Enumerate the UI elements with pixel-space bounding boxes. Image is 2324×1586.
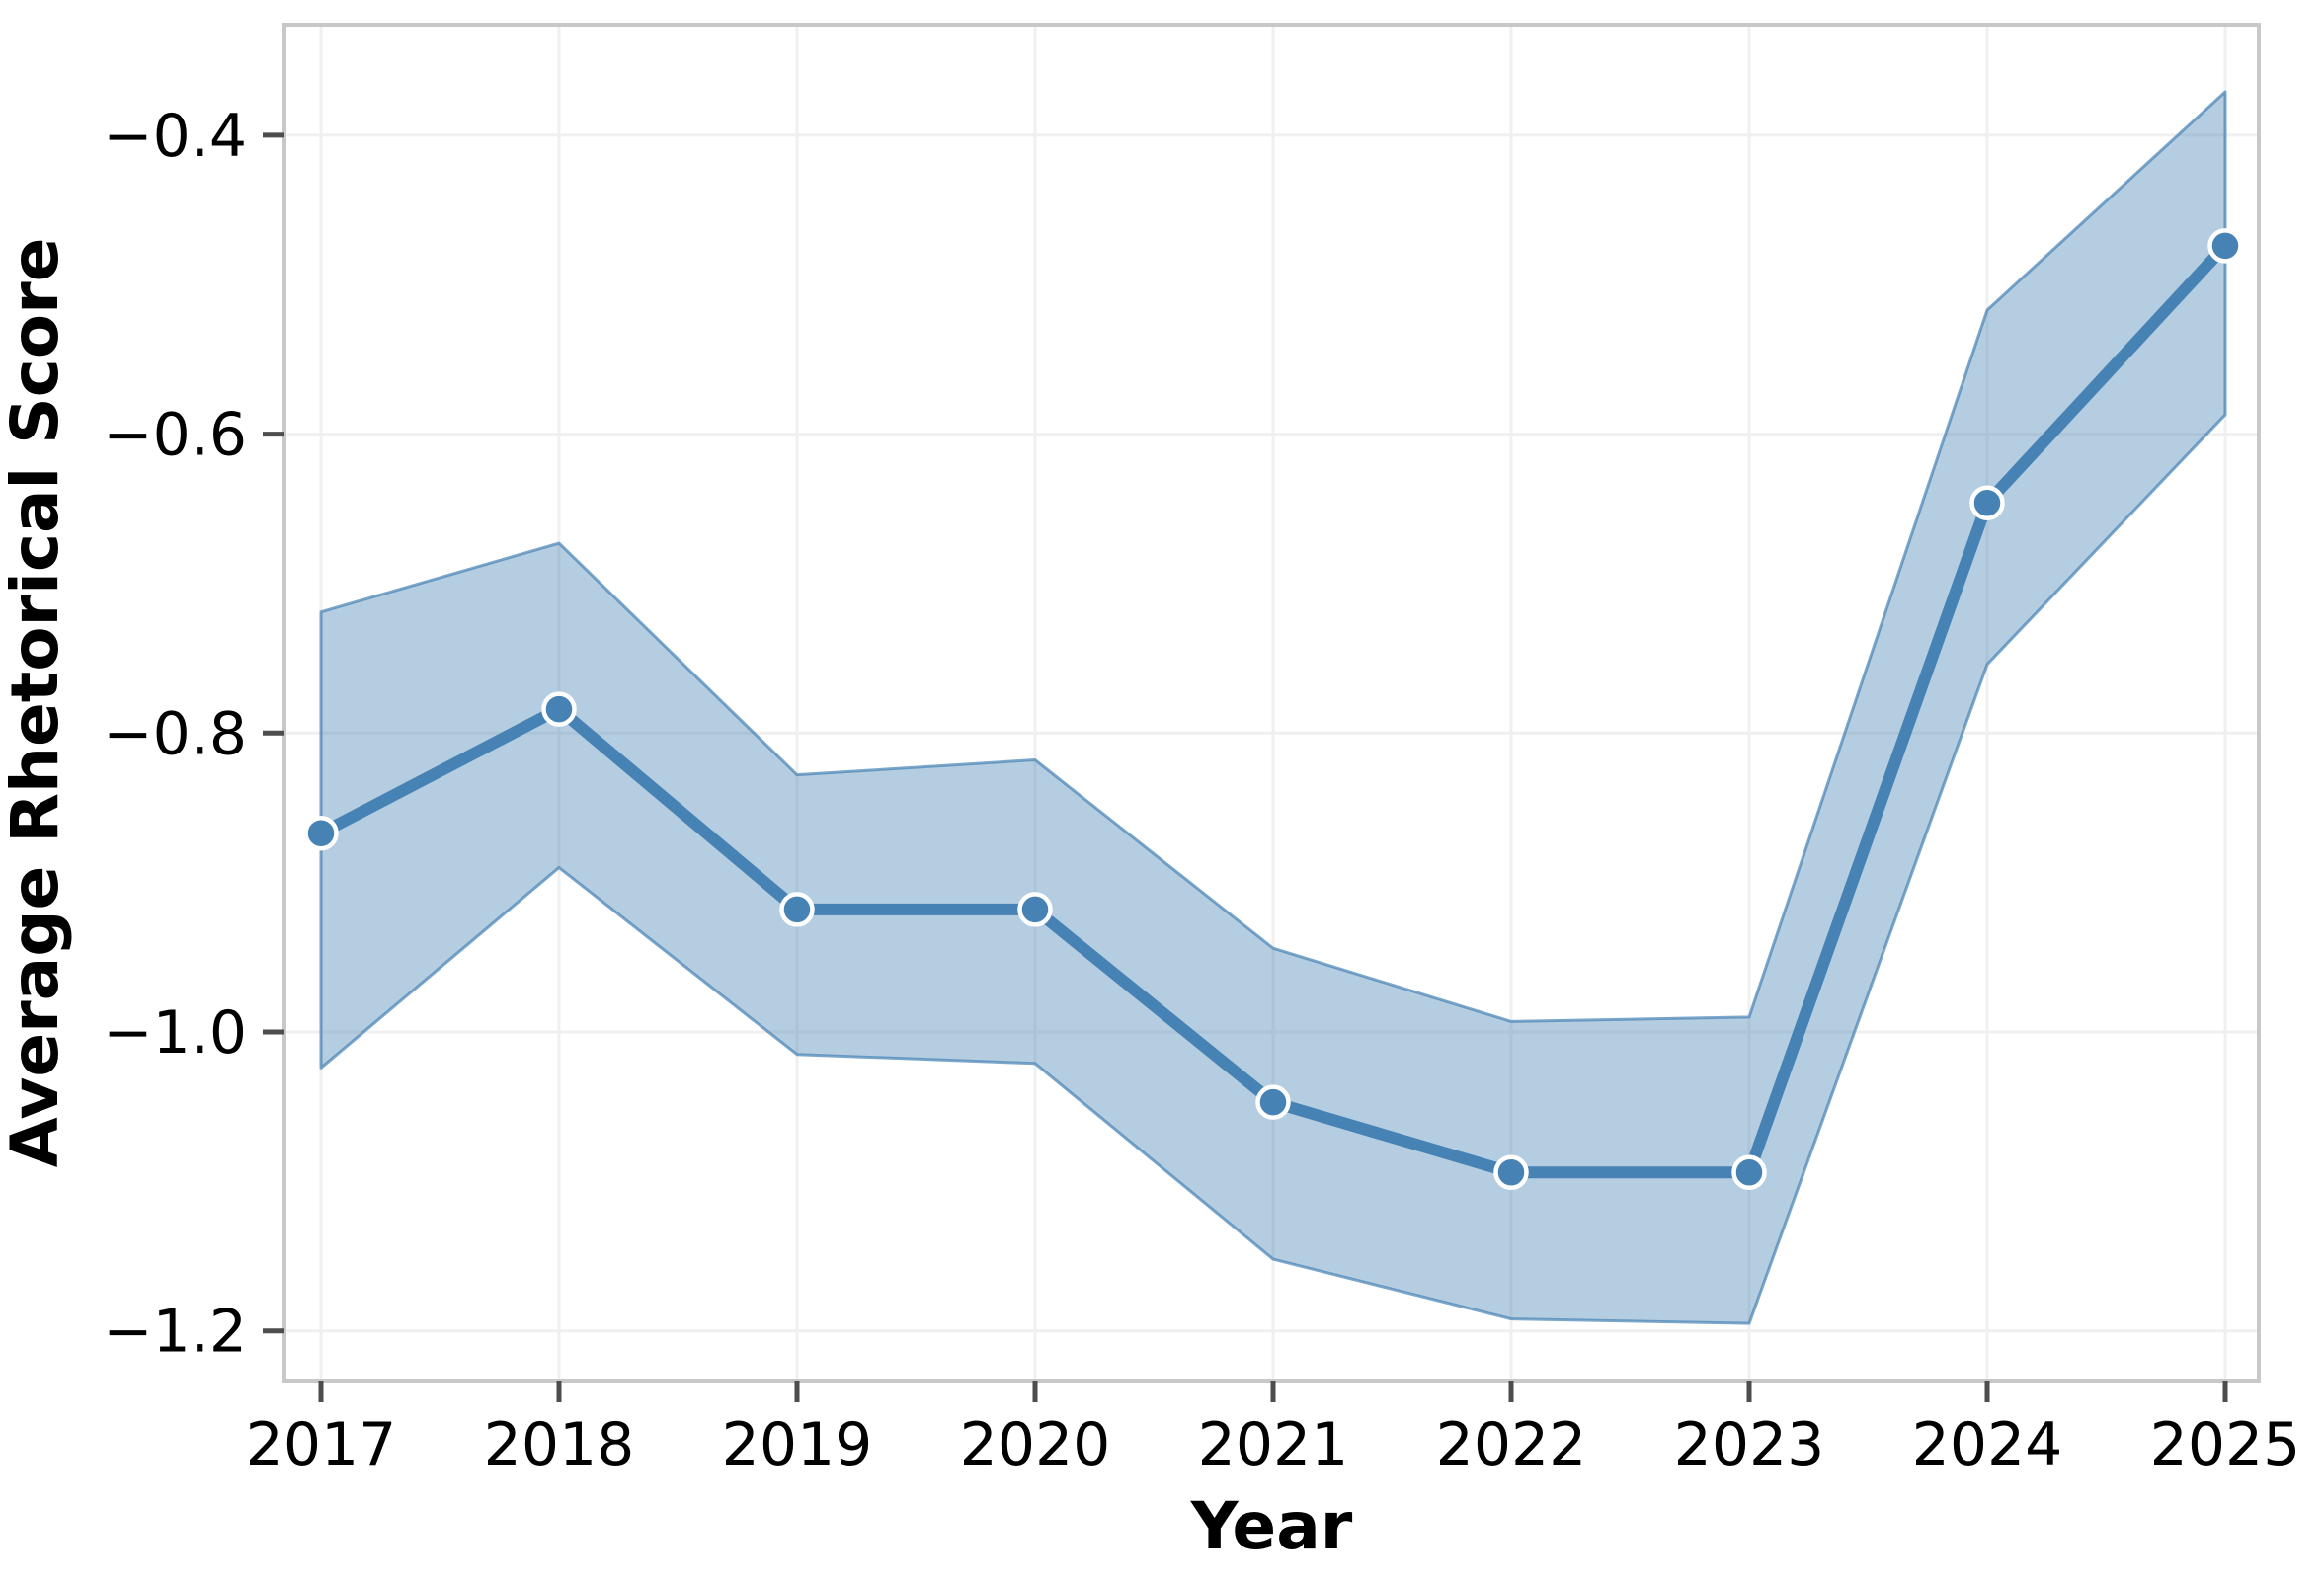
- x-axis-tick-label: 2017: [246, 1410, 397, 1479]
- x-axis-tick-label: 2024: [1912, 1410, 2063, 1479]
- data-point-marker: [2207, 228, 2243, 264]
- data-point-marker: [1255, 1084, 1291, 1120]
- x-axis-tick-label: 2018: [484, 1410, 635, 1479]
- x-axis-title: Year: [1190, 1488, 1353, 1564]
- x-axis-tick-label: 2025: [2150, 1410, 2301, 1479]
- x-axis-tick-label: 2023: [1674, 1410, 1825, 1479]
- y-axis-tick-label: −0.8: [103, 699, 247, 768]
- data-point-marker: [1017, 892, 1053, 927]
- y-axis-tick-label: −1.2: [103, 1298, 247, 1367]
- y-axis-tick-label: −0.6: [103, 401, 247, 470]
- data-point-marker: [303, 815, 339, 851]
- data-point-marker: [1969, 485, 2005, 520]
- data-point-marker: [541, 691, 577, 727]
- x-axis-tick-label: 2020: [960, 1410, 1111, 1479]
- x-axis-tick-label: 2022: [1436, 1410, 1587, 1479]
- x-axis-tick-label: 2021: [1198, 1410, 1349, 1479]
- y-axis-tick-label: −1.0: [103, 998, 247, 1068]
- x-axis-tick-label: 2019: [722, 1410, 873, 1479]
- confidence-band: [319, 90, 2227, 1325]
- y-axis-title: Average Rhetorical Score: [0, 238, 73, 1168]
- data-point-marker: [779, 892, 815, 927]
- data-point-marker: [1731, 1154, 1767, 1191]
- data-point-marker: [1493, 1154, 1529, 1191]
- y-axis-tick-label: −0.4: [103, 102, 247, 171]
